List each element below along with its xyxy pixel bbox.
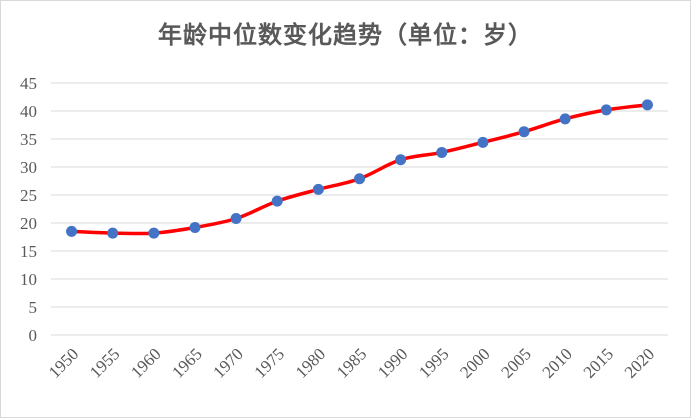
y-tick-label: 35 [20, 130, 37, 149]
x-tick-label: 1985 [333, 344, 370, 381]
x-axis: 1950 1955 1960 1965 1970 1975 1980 1985 1990 1995… [45, 344, 658, 381]
x-tick-label: 2000 [456, 344, 493, 381]
x-tick-label: 2005 [497, 344, 534, 381]
data-point [189, 221, 201, 233]
data-point [107, 227, 119, 239]
data-point [477, 136, 489, 148]
x-tick-label: 1990 [374, 344, 411, 381]
gridlines [51, 82, 668, 336]
y-tick-label: 5 [29, 298, 38, 317]
data-point [312, 183, 324, 195]
y-tick-label: 30 [20, 158, 37, 177]
x-tick-label: 1965 [168, 344, 205, 381]
data-point [395, 154, 407, 166]
data-point [271, 195, 283, 207]
data-point [148, 227, 160, 239]
x-tick-label: 1995 [415, 344, 452, 381]
y-tick-label: 15 [20, 242, 37, 261]
y-axis: 0 5 10 15 20 25 30 35 40 45 [20, 74, 37, 345]
data-point [230, 213, 242, 225]
x-tick-label: 1975 [251, 344, 288, 381]
data-point [518, 126, 530, 138]
x-tick-label: 1980 [292, 344, 329, 381]
y-tick-label: 10 [20, 270, 37, 289]
y-tick-label: 45 [20, 74, 37, 93]
x-tick-label: 2010 [539, 344, 576, 381]
y-tick-label: 40 [20, 102, 37, 121]
series-line [69, 103, 650, 236]
data-point [600, 104, 612, 116]
data-points [66, 99, 653, 239]
data-point [66, 225, 78, 237]
data-point [436, 146, 448, 158]
x-tick-label: 1960 [127, 344, 164, 381]
chart-title: 年龄中位数变化趋势（单位：岁） [158, 20, 533, 49]
data-point [354, 173, 365, 185]
x-tick-label: 1950 [45, 344, 82, 381]
x-tick-label: 2015 [580, 344, 617, 381]
x-tick-label: 1970 [209, 344, 246, 381]
y-tick-label: 0 [29, 326, 38, 345]
x-tick-label: 1955 [86, 344, 123, 381]
x-tick-label: 2020 [621, 344, 658, 381]
data-point [641, 99, 653, 111]
data-point [559, 113, 571, 125]
series-line-group [69, 103, 650, 236]
y-tick-label: 25 [20, 186, 37, 205]
y-tick-label: 20 [20, 214, 37, 233]
